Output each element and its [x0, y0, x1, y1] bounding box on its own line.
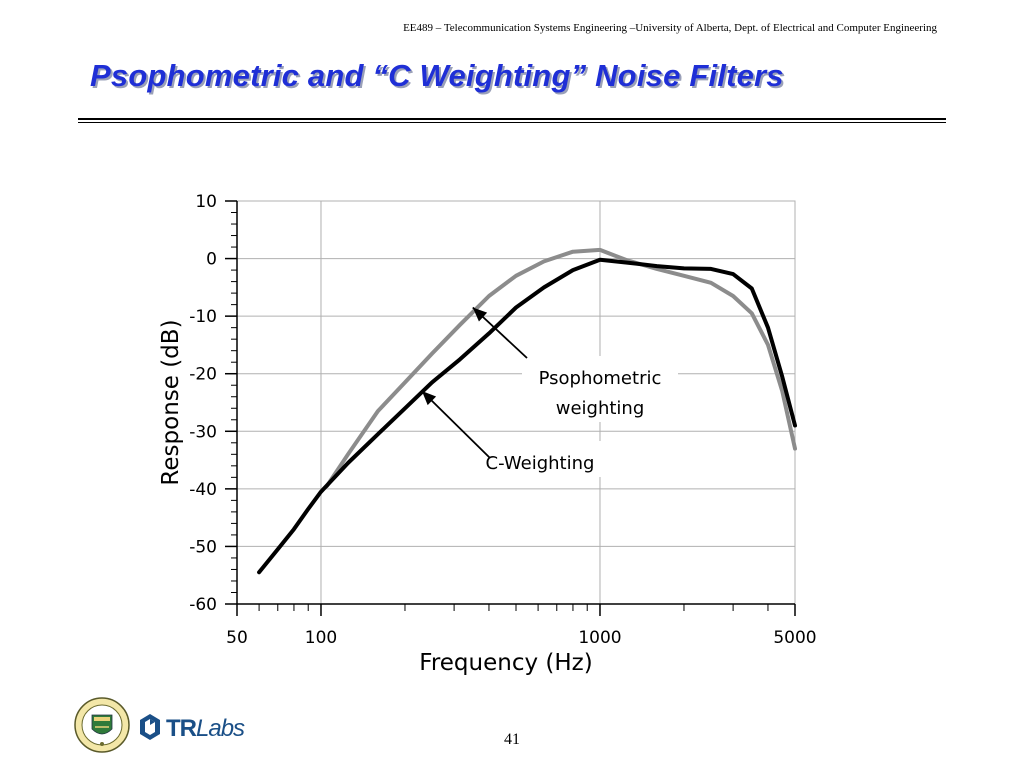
y-tick-label: 10: [195, 192, 217, 212]
course-header: EE489 – Telecommunication Systems Engine…: [403, 22, 937, 34]
x-tick-label: 1000: [578, 628, 621, 648]
x-tick-label: 100: [305, 628, 337, 648]
c-weighting-line: [257, 257, 797, 575]
x-axis-title: Frequency (Hz): [419, 650, 592, 676]
y-tick-label: -50: [189, 537, 217, 557]
y-tick-label: -10: [189, 307, 217, 327]
y-tick-label: -40: [189, 480, 217, 500]
page-number: 41: [504, 731, 520, 748]
annotation-arrow-line: [421, 390, 491, 459]
chart-grid: [236, 200, 796, 605]
annotation-label: C-Weighting: [486, 453, 595, 474]
chart-series: [257, 247, 797, 575]
title-rule-thick: [78, 118, 946, 120]
y-tick-label: -20: [189, 365, 217, 385]
y-axis-title: Response (dB): [158, 319, 184, 485]
slide-title: Psophometric and “C Weighting” Noise Fil…: [90, 58, 784, 93]
trlabs-wordmark-bold: TR: [166, 715, 197, 742]
annotation-arrowhead: [472, 307, 488, 322]
chart-annotations: Psophometric weighting C-Weighting: [421, 306, 678, 477]
y-tick-label: -30: [189, 422, 217, 442]
title-rule-thin: [78, 122, 946, 123]
annotation-arrowhead: [421, 390, 437, 406]
annotation-bg: [462, 441, 618, 477]
y-tick-label: 0: [206, 250, 217, 270]
trlabs-logo-icon: [140, 714, 160, 740]
trlabs-wordmark: TRLabs: [166, 715, 245, 743]
psophometric-line: [324, 247, 797, 488]
x-tick-label: 5000: [773, 628, 816, 648]
annotation-label: weighting: [556, 398, 645, 419]
university-seal-icon: [74, 697, 130, 753]
annotation-bg: [522, 356, 678, 422]
x-tick-label: 50: [226, 628, 248, 648]
y-tick-label: -60: [189, 595, 217, 615]
annotation-label: Psophometric: [539, 368, 662, 389]
trlabs-wordmark-italic: Labs: [196, 715, 245, 742]
